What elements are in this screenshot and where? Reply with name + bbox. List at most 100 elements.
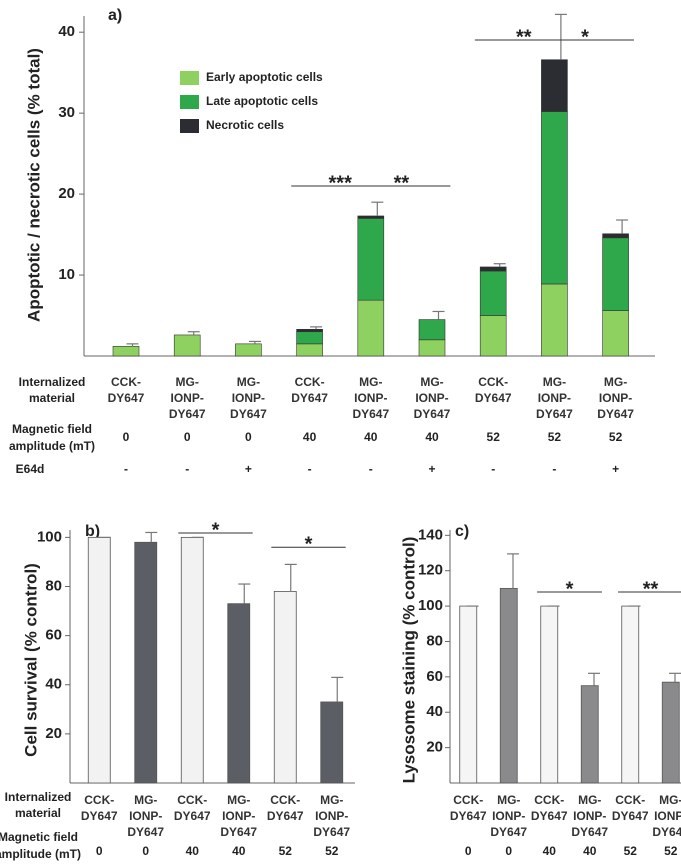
x-tick-label: CCK- [84,793,114,807]
row-value: 40 [364,430,378,444]
panel-label: b) [85,523,100,540]
y-tick-label: 40 [45,676,62,693]
row-value: 0 [96,844,103,858]
bar-segment [602,233,629,239]
y-tick-label: 20 [45,725,62,742]
bar [87,536,111,784]
legend-label: Necrotic cells [206,118,284,132]
x-tick-label: MG- [543,375,566,389]
row-label: amplitude (mT) [9,439,95,453]
x-tick-label: MG- [359,375,382,389]
x-tick-label: MG- [604,375,627,389]
bar-segment [296,343,323,357]
x-tick-label: MG- [497,793,520,807]
legend-label: Early apoptotic cells [206,70,323,84]
x-tick-label: MG- [420,375,443,389]
x-tick-label: IONP- [654,809,681,823]
row-value: - [491,462,495,476]
y-tick-label: 120 [418,562,443,579]
bar-segment [296,331,323,345]
row-value: - [124,462,128,476]
x-tick-label: CCK- [453,793,483,807]
bar [661,681,680,784]
row-label: Magnetic field [0,830,78,844]
y-tick-label: 140 [418,526,443,543]
x-tick-label: IONP- [315,809,348,823]
panel-label: a) [108,7,122,24]
x-tick-label: DY647 [450,809,487,823]
bar-segment [357,215,385,219]
x-tick-label: DY647 [230,407,267,421]
y-tick-label: 80 [45,577,62,594]
bar [273,591,297,784]
bar-segment [541,283,568,357]
row-value: 52 [664,844,678,858]
x-tick-label: DY647 [490,825,527,839]
x-tick-label: MG- [227,793,250,807]
x-tick-label: IONP- [171,391,204,405]
y-tick-label: 100 [37,528,62,545]
x-tick-label: DY647 [652,825,681,839]
bar [134,541,158,784]
row-value: 40 [543,844,557,858]
bar-segment [296,328,323,333]
x-tick-label: DY647 [531,809,568,823]
bar-segment [173,334,201,357]
x-tick-label: IONP- [415,391,448,405]
x-tick-label: CCK- [177,793,207,807]
bar [320,701,344,784]
x-tick-label: IONP- [354,391,387,405]
x-tick-label: MG- [176,375,199,389]
row-value: - [308,462,312,476]
row-label: Magnetic field [12,422,92,436]
x-tick-label: IONP- [129,809,162,823]
bar-segment [112,345,140,357]
row-value: 0 [142,844,149,858]
x-tick-label: DY647 [81,809,118,823]
row-value: 0 [184,430,191,444]
row-value: 40 [186,844,200,858]
row-value: 0 [123,430,130,444]
x-tick-label: IONP- [492,809,525,823]
bar-segment [541,59,568,112]
x-tick-label: MG- [134,793,157,807]
legend-swatch [180,71,199,85]
bar-segment [357,218,385,301]
x-tick-label: CCK- [478,375,508,389]
x-tick-label: DY647 [174,809,211,823]
bar [621,605,640,784]
y-tick-label: 30 [58,104,75,121]
row-label: E64d [16,462,45,476]
legend-swatch [180,119,199,133]
row-value: 0 [245,430,252,444]
legend-label: Late apoptotic cells [206,94,318,108]
x-tick-label: IONP- [538,391,571,405]
row-value: 52 [487,430,501,444]
bar-segment [235,343,262,357]
x-tick-label: MG- [578,793,601,807]
significance-label: * [566,578,574,600]
bar [580,685,599,784]
x-tick-label: MG- [237,375,260,389]
row-value: 40 [583,844,597,858]
y-tick-label: 60 [45,627,62,644]
x-tick-label: IONP- [232,391,265,405]
x-tick-label: DY647 [414,407,451,421]
x-tick-label: IONP- [222,809,255,823]
row-value: 52 [548,430,562,444]
significance-label: * [305,533,313,555]
x-tick-label: DY647 [612,809,649,823]
bar-segment [479,270,507,316]
row-value: + [428,462,435,476]
row-value: 52 [624,844,638,858]
x-tick-label: CCK- [295,375,325,389]
row-value: 40 [303,430,317,444]
x-tick-label: CCK- [615,793,645,807]
x-tick-label: DY647 [352,407,389,421]
bar-segment [541,111,568,285]
bar [180,536,204,784]
y-tick-label: 80 [426,632,443,649]
row-value: - [552,462,556,476]
x-tick-label: DY647 [313,825,350,839]
